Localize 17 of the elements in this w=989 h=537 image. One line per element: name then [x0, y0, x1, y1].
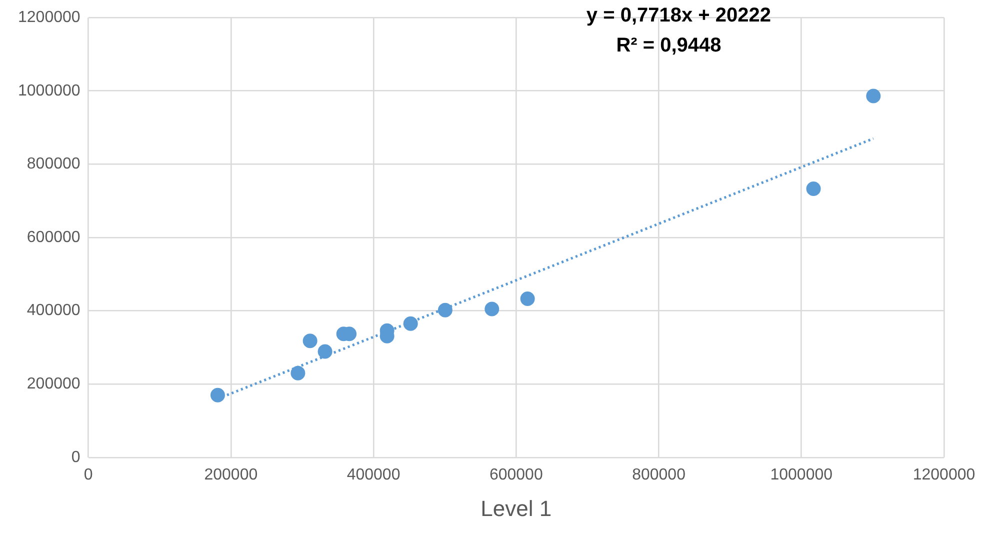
x-tick-label: 1200000	[912, 466, 976, 484]
x-tick-label: 400000	[346, 466, 400, 484]
y-tick-label: 200000	[26, 376, 80, 393]
y-tick-label: 600000	[26, 228, 80, 246]
x-tick-label: 200000	[204, 466, 258, 484]
x-tick-label: 800000	[632, 466, 686, 484]
x-tick-label: 1000000	[770, 466, 833, 484]
x-tick-label: 0	[84, 466, 93, 484]
y-tick-label: 800000	[26, 156, 80, 173]
y-tick-label: 400000	[26, 302, 80, 320]
annotation: y = 0,7718x + 20222	[586, 4, 772, 27]
y-tick-label: 1000000	[18, 82, 80, 100]
x-tick-label: 600000	[489, 466, 543, 484]
y-tick-label: 0	[71, 448, 80, 466]
y-tick-label: 1200000	[18, 9, 80, 26]
x-axis-title: Level 1	[480, 496, 552, 521]
annotation: R² = 0,9448	[616, 34, 722, 57]
